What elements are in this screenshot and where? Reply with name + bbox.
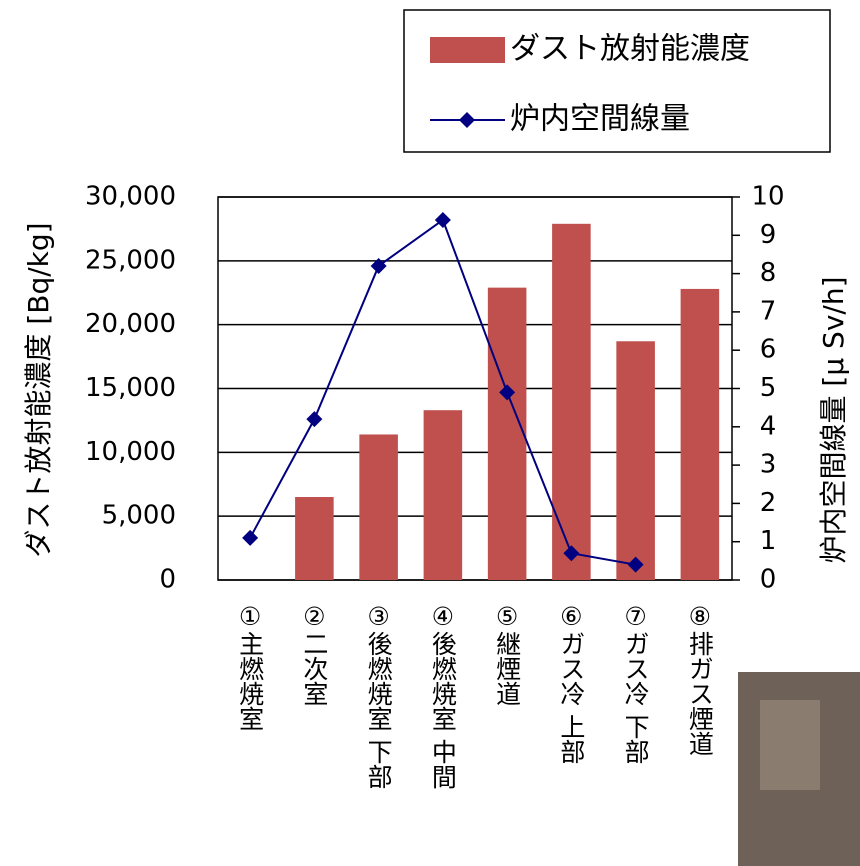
legend-label: ダスト放射能濃度 <box>510 32 750 67</box>
x-tick-label: ⑤継煙道 <box>493 602 522 706</box>
y-tick-label: 20,000 <box>85 309 176 339</box>
y2-axis-title: 炉内空間線量 [μ Sv/h] <box>817 277 850 564</box>
x-tick-label: ⑥ガス冷 上部 <box>557 602 586 764</box>
marker <box>306 411 323 428</box>
bar <box>616 341 655 580</box>
y-tick-label: 15,000 <box>85 373 176 403</box>
y2-tick-label: 2 <box>760 488 777 518</box>
bar <box>359 434 398 580</box>
y2-tick-label: 8 <box>760 258 777 288</box>
x-tick-label: ④後燃焼室 中間 <box>428 602 457 789</box>
y-tick-label: 5,000 <box>102 501 176 531</box>
marker <box>563 545 580 562</box>
bar <box>423 410 463 580</box>
y-tick-label: 0 <box>159 565 176 595</box>
y2-tick-label: 10 <box>751 182 784 212</box>
x-tick-label: ②二次室 <box>300 602 329 706</box>
x-tick-label: ③後燃焼室 下部 <box>364 602 393 789</box>
y-tick-label: 10,000 <box>85 437 176 467</box>
marker <box>434 211 451 228</box>
y2-tick-label: 4 <box>760 411 777 441</box>
plot-frame <box>217 196 733 581</box>
legend-marker <box>459 112 475 128</box>
y2-tick-label: 5 <box>760 373 777 403</box>
bar <box>552 223 591 580</box>
marker <box>242 529 259 546</box>
marker <box>370 257 387 274</box>
y-tick-label: 30,000 <box>85 182 176 212</box>
marker <box>499 384 516 401</box>
y2-tick-label: 0 <box>760 565 777 595</box>
bar <box>680 288 720 580</box>
y2-tick-label: 9 <box>760 220 777 250</box>
y2-tick-label: 3 <box>760 450 777 480</box>
legend-swatch <box>430 37 505 63</box>
y-tick-label: 25,000 <box>85 245 176 275</box>
x-tick-label: ①主燃焼室 <box>236 602 265 731</box>
bar <box>487 287 527 580</box>
x-tick-label: ⑦ガス冷 下部 <box>621 602 650 764</box>
x-tick-label: ⑧排ガス煙道 <box>685 602 714 756</box>
legend-label: 炉内空間線量 <box>510 102 690 137</box>
y2-tick-label: 7 <box>760 296 777 326</box>
legend-box <box>403 9 831 153</box>
marker <box>627 556 644 573</box>
y2-tick-label: 6 <box>760 335 777 365</box>
y-axis-title: ダスト放射能濃度 [Bq/kg] <box>22 222 55 557</box>
bar <box>295 497 334 580</box>
photo-detail <box>760 700 820 790</box>
y2-tick-label: 1 <box>760 526 777 556</box>
